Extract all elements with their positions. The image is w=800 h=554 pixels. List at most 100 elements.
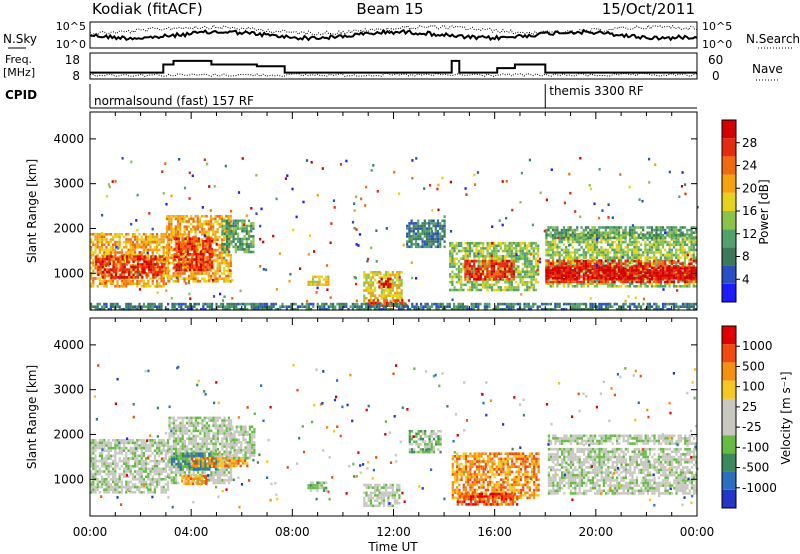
heatmap-cell [547,234,550,237]
heatmap-cell [653,240,656,244]
heatmap-cell [565,271,568,275]
heatmap-cell [98,279,101,283]
heatmap-cell [688,236,691,240]
heatmap-cell [690,253,693,257]
heatmap-cell [558,271,561,275]
heatmap-cell [138,238,141,241]
heatmap-cell [679,235,682,239]
heatmap-cell [149,285,152,288]
heatmap-cell [534,244,538,248]
heatmap-cell [259,302,262,306]
heatmap-cell [613,280,616,284]
heatmap-cell [655,228,658,232]
heatmap-cell [675,234,678,237]
heatmap-cell [578,280,581,284]
heatmap-cell [250,245,253,249]
heatmap-cell [690,243,693,246]
heatmap-cell [617,279,621,283]
heatmap-cell [473,244,476,248]
heatmap-cell [690,234,693,237]
heatmap-cell [512,286,516,289]
heatmap-cell [263,308,266,311]
heatmap-cell [482,257,485,261]
heatmap-cell [92,259,95,262]
heatmap-cell [209,243,213,247]
heatmap-cell [626,256,629,259]
heatmap-cell [170,246,173,249]
heatmap-cell [417,245,420,249]
heatmap-cell [620,262,623,265]
heatmap-cell [263,305,266,308]
heatmap-cell [668,274,671,277]
heatmap-cell [578,265,581,268]
heatmap-cell [208,308,211,311]
heatmap-cell [123,265,126,269]
heatmap-cell [174,215,177,218]
heatmap-cell [506,288,509,292]
heatmap-cell [374,271,377,274]
heatmap-cell [367,281,370,284]
heatmap-cell [626,233,629,236]
heatmap-cell [462,267,465,271]
heatmap-cell [136,282,139,285]
heatmap-cell [635,269,638,272]
heatmap-cell [192,280,195,283]
heatmap-cell [558,269,561,272]
heatmap-cell [666,274,669,277]
heatmap-cell [387,273,390,277]
heatmap-cell [694,269,698,272]
heatmap-cell [387,276,390,279]
heatmap-cell [96,238,99,241]
heatmap-cell [530,262,533,266]
heatmap-cell [247,219,251,223]
heatmap-cell [558,231,561,234]
heatmap-cell [174,233,177,236]
heatmap-cell [526,273,529,276]
heatmap-cell [604,282,607,285]
heatmap-cell [631,248,634,252]
heatmap-cell [414,245,418,249]
heatmap-cell [153,238,156,241]
heatmap-cell [230,240,233,243]
heatmap-cell [198,272,202,275]
heatmap-cell [482,267,485,271]
heatmap-cell [672,274,676,277]
heatmap-cell [587,240,590,244]
heatmap-cell [140,253,143,257]
heatmap-cell [168,269,171,273]
heatmap-cell [205,280,208,283]
heatmap-cell [198,246,202,249]
heatmap-cell [694,228,698,232]
heatmap-cell [143,260,146,264]
heatmap-cell [232,227,235,230]
heatmap-cell [510,272,513,276]
heatmap-cell [142,305,145,308]
heatmap-cell [637,280,640,284]
heatmap-cell [191,266,194,269]
heatmap-cell [620,248,623,252]
heatmap-cell [466,278,469,281]
heatmap-cell [165,261,169,265]
heatmap-cell [690,238,693,241]
heatmap-cell [212,251,215,254]
heatmap-cell [197,268,200,272]
heatmap-cell [547,266,550,270]
heatmap-cell [477,241,480,245]
heatmap-cell [227,217,230,221]
heatmap-cell [234,222,237,225]
heatmap-cell [537,273,540,276]
heatmap-cell [670,251,673,254]
heatmap-cell [247,248,251,251]
heatmap-cell [170,277,173,280]
heatmap-cell [187,235,191,239]
heatmap-cell [229,261,232,265]
heatmap-cell [681,246,684,249]
heatmap-cell [510,249,513,253]
heatmap-cell [109,272,112,275]
heatmap-cell [221,227,224,230]
heatmap-cell [532,270,535,274]
heatmap-cell [225,280,228,283]
heatmap-cell [606,253,610,257]
heatmap-cell [672,259,676,263]
heatmap-cell [216,259,219,262]
